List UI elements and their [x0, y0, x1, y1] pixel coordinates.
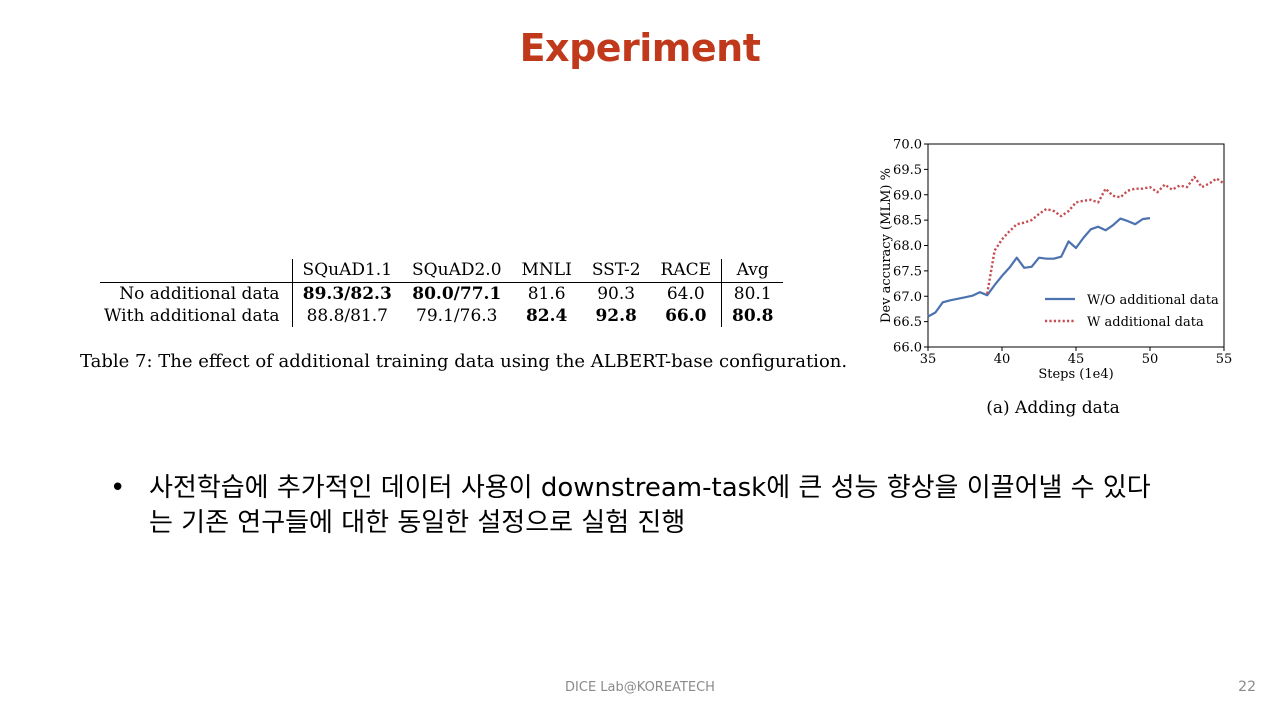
table-cell: 89.3/82.3 — [292, 282, 403, 305]
series-line-with-additional-data — [986, 175, 1225, 294]
table-cell: 81.6 — [511, 282, 582, 305]
table-cell: 80.8 — [732, 306, 774, 326]
table-cell: 82.4 — [525, 306, 568, 326]
table-cell: 64.0 — [650, 282, 723, 305]
table-header-cell: RACE — [650, 259, 723, 283]
y-tick-label: 69.0 — [893, 188, 922, 203]
series-line-without-additional-data — [927, 217, 1151, 318]
y-tick-label: 66.0 — [893, 341, 922, 356]
y-tick-label: 70.0 — [893, 138, 922, 153]
table-caption: Table 7: The effect of additional traini… — [80, 351, 848, 372]
table-cell: 90.3 — [581, 282, 651, 305]
table-row: No additional data 89.3/82.3 80.0/77.1 8… — [100, 282, 784, 305]
x-tick-label: 50 — [1142, 352, 1159, 367]
table-cell: 66.0 — [650, 305, 723, 327]
y-tick-label: 67.0 — [893, 290, 922, 305]
table-row: With additional data 88.8/81.7 79.1/76.3… — [100, 305, 783, 327]
page-number: 22 — [1238, 679, 1256, 695]
bullet-text: 사전학습에 추가적인 데이터 사용이 downstream-task에 큰 성능… — [149, 473, 1151, 538]
table-header-cell — [100, 259, 293, 283]
footer-lab-name: DICE Lab@KOREATECH — [565, 680, 715, 695]
y-tick-label: 68.0 — [893, 239, 922, 254]
table-header-cell: SQuAD1.1 — [302, 260, 393, 280]
table-header-cell: MNLI — [521, 260, 572, 280]
slide-title: Experiment — [519, 26, 761, 70]
table-header-row: SQuAD1.1 SQuAD2.0 MNLI SST-2 RACE Avg — [100, 259, 783, 283]
x-axis-label: Steps (1e4) — [1038, 367, 1113, 382]
row-label: No additional data — [100, 282, 293, 305]
chart-caption: (a) Adding data — [986, 398, 1120, 418]
legend-entry: W additional data — [1087, 315, 1204, 330]
x-tick-label: 55 — [1216, 352, 1233, 367]
x-tick-label: 40 — [994, 352, 1011, 367]
results-table: SQuAD1.1 SQuAD2.0 MNLI SST-2 RACE Avg No… — [100, 259, 784, 327]
y-tick-label: 66.5 — [893, 315, 922, 330]
steps-accuracy-chart: 66.0 66.5 67.0 67.5 68.0 68.5 69.0 69.5 70.0 35 40… — [879, 138, 1233, 383]
table-cell: 88.8/81.7 — [306, 306, 388, 326]
y-tick-label: 69.5 — [893, 163, 922, 178]
table-header-cell: SQuAD2.0 — [412, 260, 502, 280]
table-cell: 92.8 — [595, 306, 637, 326]
bullet-icon: • — [110, 473, 126, 503]
y-tick-label: 68.5 — [893, 214, 922, 229]
y-tick-label: 67.5 — [893, 264, 922, 279]
y-axis-label: Dev accuracy (MLM) % — [879, 168, 894, 323]
x-tick-label: 45 — [1068, 352, 1085, 367]
table-cell: 79.1/76.3 — [416, 306, 498, 326]
table-header-cell: SST-2 — [591, 260, 641, 280]
row-label: With additional data — [100, 305, 293, 327]
table-cell: 80.1 — [721, 282, 784, 305]
x-tick-label: 35 — [920, 352, 937, 367]
legend-entry: W/O additional data — [1087, 293, 1219, 308]
table-header-cell: Avg — [736, 260, 769, 280]
table-cell: 80.0/77.1 — [402, 282, 512, 305]
bullet-point: • 사전학습에 추가적인 데이터 사용이 downstream-task에 큰 … — [110, 471, 1160, 541]
results-table-container: SQuAD1.1 SQuAD2.0 MNLI SST-2 RACE Avg No… — [100, 259, 784, 327]
